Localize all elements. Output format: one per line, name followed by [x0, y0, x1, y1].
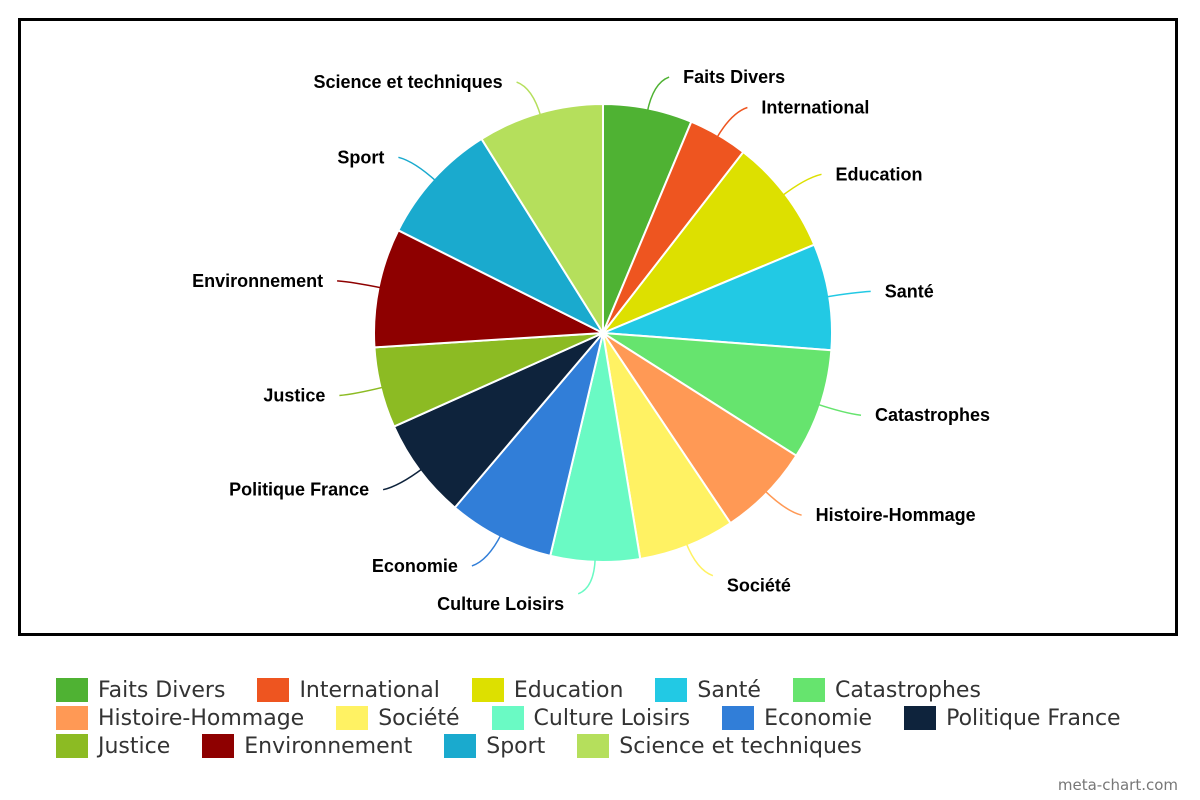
connector-line-education — [781, 173, 822, 197]
connector-line-science-et-techniques — [516, 81, 542, 117]
legend-swatch — [491, 706, 524, 730]
slice-label-international: International — [761, 98, 869, 118]
legend-label: Education — [513, 677, 624, 703]
legend-label: Justice — [98, 733, 171, 759]
slice-label-politique-france: Politique France — [229, 480, 369, 500]
legend-item-sante[interactable]: Santé — [655, 676, 761, 704]
legend-item-international[interactable]: International — [257, 676, 440, 704]
legend-item-justice[interactable]: Justice — [56, 732, 170, 760]
watermark: meta-chart.com — [1057, 776, 1178, 794]
connector-line-sport — [398, 156, 438, 183]
legend-label: Culture Loisirs — [533, 705, 691, 731]
legend-item-sport[interactable]: Sport — [444, 732, 545, 760]
legend-swatch — [202, 734, 235, 758]
legend-label: Sport — [486, 733, 546, 759]
connector-line-politique-france — [382, 467, 424, 491]
connector-line-environnement — [337, 280, 383, 289]
legend-swatch — [655, 678, 688, 702]
slice-label-catastrophes: Catastrophes — [875, 405, 990, 425]
legend-swatch — [722, 706, 755, 730]
connector-line-culture-loisirs — [577, 557, 596, 595]
legend-label: Environnement — [244, 733, 413, 759]
legend-swatch — [56, 734, 88, 758]
slice-label-sante: Santé — [885, 281, 934, 301]
connector-line-societe — [685, 541, 714, 577]
legend-swatch — [56, 678, 88, 702]
legend-label: Histoire-Hommage — [98, 705, 305, 731]
connector-line-economie — [471, 533, 503, 567]
legend-swatch — [56, 706, 88, 730]
legend-swatch — [336, 706, 369, 730]
legend-item-science-et-techniques[interactable]: Science et techniques — [577, 732, 862, 760]
legend-item-societe[interactable]: Société — [336, 704, 460, 732]
slice-label-sport: Sport — [337, 147, 384, 167]
connector-line-catastrophes — [816, 403, 862, 416]
slice-label-histoire-hommage: Histoire-Hommage — [816, 505, 976, 525]
legend-item-catastrophes[interactable]: Catastrophes — [792, 676, 981, 704]
legend-swatch — [444, 734, 477, 758]
legend-item-education[interactable]: Education — [471, 676, 624, 704]
connector-line-international — [715, 106, 748, 139]
legend-label: International — [299, 677, 440, 703]
legend-item-economie[interactable]: Economie — [722, 704, 872, 732]
slice-label-justice: Justice — [263, 386, 325, 406]
legend-swatch — [792, 678, 825, 702]
slice-label-culture-loisirs: Culture Loisirs — [437, 594, 564, 614]
connector-line-histoire-hommage — [763, 489, 802, 516]
slice-label-economie: Economie — [372, 556, 458, 576]
slice-label-societe: Société — [727, 576, 791, 596]
connector-line-justice — [339, 386, 385, 397]
legend-item-faits-divers[interactable]: Faits Divers — [56, 676, 225, 704]
legend-label: Faits Divers — [98, 677, 226, 703]
legend-item-environnement[interactable]: Environnement — [202, 732, 412, 760]
legend: Faits Divers International Education Santé C… — [56, 676, 1176, 760]
slice-label-faits-divers: Faits Divers — [683, 67, 785, 87]
legend-label: Catastrophes — [834, 677, 981, 703]
legend-item-culture-loisirs[interactable]: Culture Loisirs — [491, 704, 691, 732]
legend-item-histoire-hommage[interactable]: Histoire-Hommage — [56, 704, 304, 732]
legend-swatch — [904, 706, 937, 730]
legend-label: Economie — [764, 705, 873, 731]
slice-label-science-et-techniques: Science et techniques — [314, 72, 503, 92]
connector-line-faits-divers — [646, 76, 670, 113]
legend-swatch — [257, 678, 290, 702]
legend-label: Société — [378, 705, 460, 731]
legend-item-politique-france[interactable]: Politique France — [904, 704, 1121, 732]
plot-frame: Faits Divers International Education Santé C… — [18, 18, 1178, 636]
legend-swatch — [471, 678, 504, 702]
legend-label: Politique France — [946, 705, 1121, 731]
slice-label-education: Education — [836, 164, 923, 184]
legend-swatch — [577, 734, 610, 758]
legend-label: Science et techniques — [619, 733, 862, 759]
pie-chart: Faits Divers International Education Santé C… — [192, 67, 990, 614]
legend-label: Santé — [697, 677, 761, 703]
connector-line-sante — [824, 290, 871, 298]
slice-label-environnement: Environnement — [192, 271, 323, 291]
